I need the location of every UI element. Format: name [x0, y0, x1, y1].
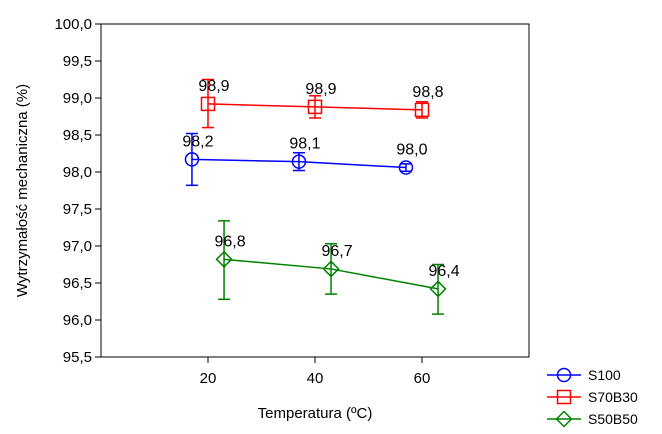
data-point — [429, 280, 447, 298]
y-tick-label: 97,0 — [63, 238, 92, 255]
x-axis: 20 40 60 — [200, 357, 431, 387]
legend-marker — [556, 389, 572, 405]
data-label: 98,9 — [305, 81, 336, 98]
y-tick-label: 97,5 — [63, 201, 92, 218]
legend: S100 S70B30 S50B50 — [547, 367, 638, 428]
data-point — [322, 260, 340, 278]
y-axis: 95,5 96,0 96,5 97,0 97,5 98,0 98,5 99,0 99,5 100,… — [54, 16, 101, 366]
series-s50b50: 96,8 96,7 96,4 — [214, 220, 460, 315]
data-point — [291, 154, 307, 169]
data-label: 98,2 — [182, 133, 213, 150]
y-tick-label: 99,5 — [63, 53, 92, 70]
data-label: 98,9 — [198, 78, 229, 95]
x-axis-title: Temperatura (ºC) — [258, 405, 373, 422]
data-point — [184, 152, 200, 167]
data-point — [200, 96, 216, 112]
y-tick-label: 99,0 — [63, 90, 92, 107]
data-point — [307, 99, 323, 115]
y-tick-label: 96,5 — [63, 275, 92, 292]
y-tick-label: 96,0 — [63, 312, 92, 329]
data-point — [398, 160, 414, 175]
legend-marker — [556, 367, 572, 383]
data-point — [414, 102, 430, 118]
data-point — [215, 250, 233, 268]
data-label: 96,4 — [428, 263, 459, 280]
data-label: 96,8 — [214, 233, 245, 250]
data-label: 98,0 — [396, 142, 427, 159]
x-tick-label: 40 — [307, 370, 324, 387]
x-tick-label: 20 — [200, 370, 217, 387]
data-label: 96,7 — [321, 243, 352, 260]
x-tick-label: 60 — [414, 370, 431, 387]
series-s70b30: 98,9 98,9 98,8 — [198, 78, 444, 129]
series-layer: 98,2 98,1 98,0 98,9 98,9 98,8 96,8 96,7 96,4 — [182, 78, 460, 315]
y-tick-label: 98,0 — [63, 164, 92, 181]
legend-label: S100 — [588, 367, 621, 383]
y-axis-title: Wytrzymałość mechaniczna (%) — [14, 84, 31, 297]
y-tick-label: 98,5 — [63, 127, 92, 144]
plot-area — [100, 23, 530, 358]
legend-label: S50B50 — [588, 411, 638, 427]
y-tick-label: 95,5 — [63, 349, 92, 366]
data-label: 98,1 — [289, 136, 320, 153]
legend-marker — [555, 410, 573, 428]
legend-label: S70B30 — [588, 389, 638, 405]
series-s100: 98,2 98,1 98,0 — [182, 132, 428, 187]
data-label: 98,8 — [412, 84, 443, 101]
y-tick-label: 100,0 — [54, 16, 92, 33]
